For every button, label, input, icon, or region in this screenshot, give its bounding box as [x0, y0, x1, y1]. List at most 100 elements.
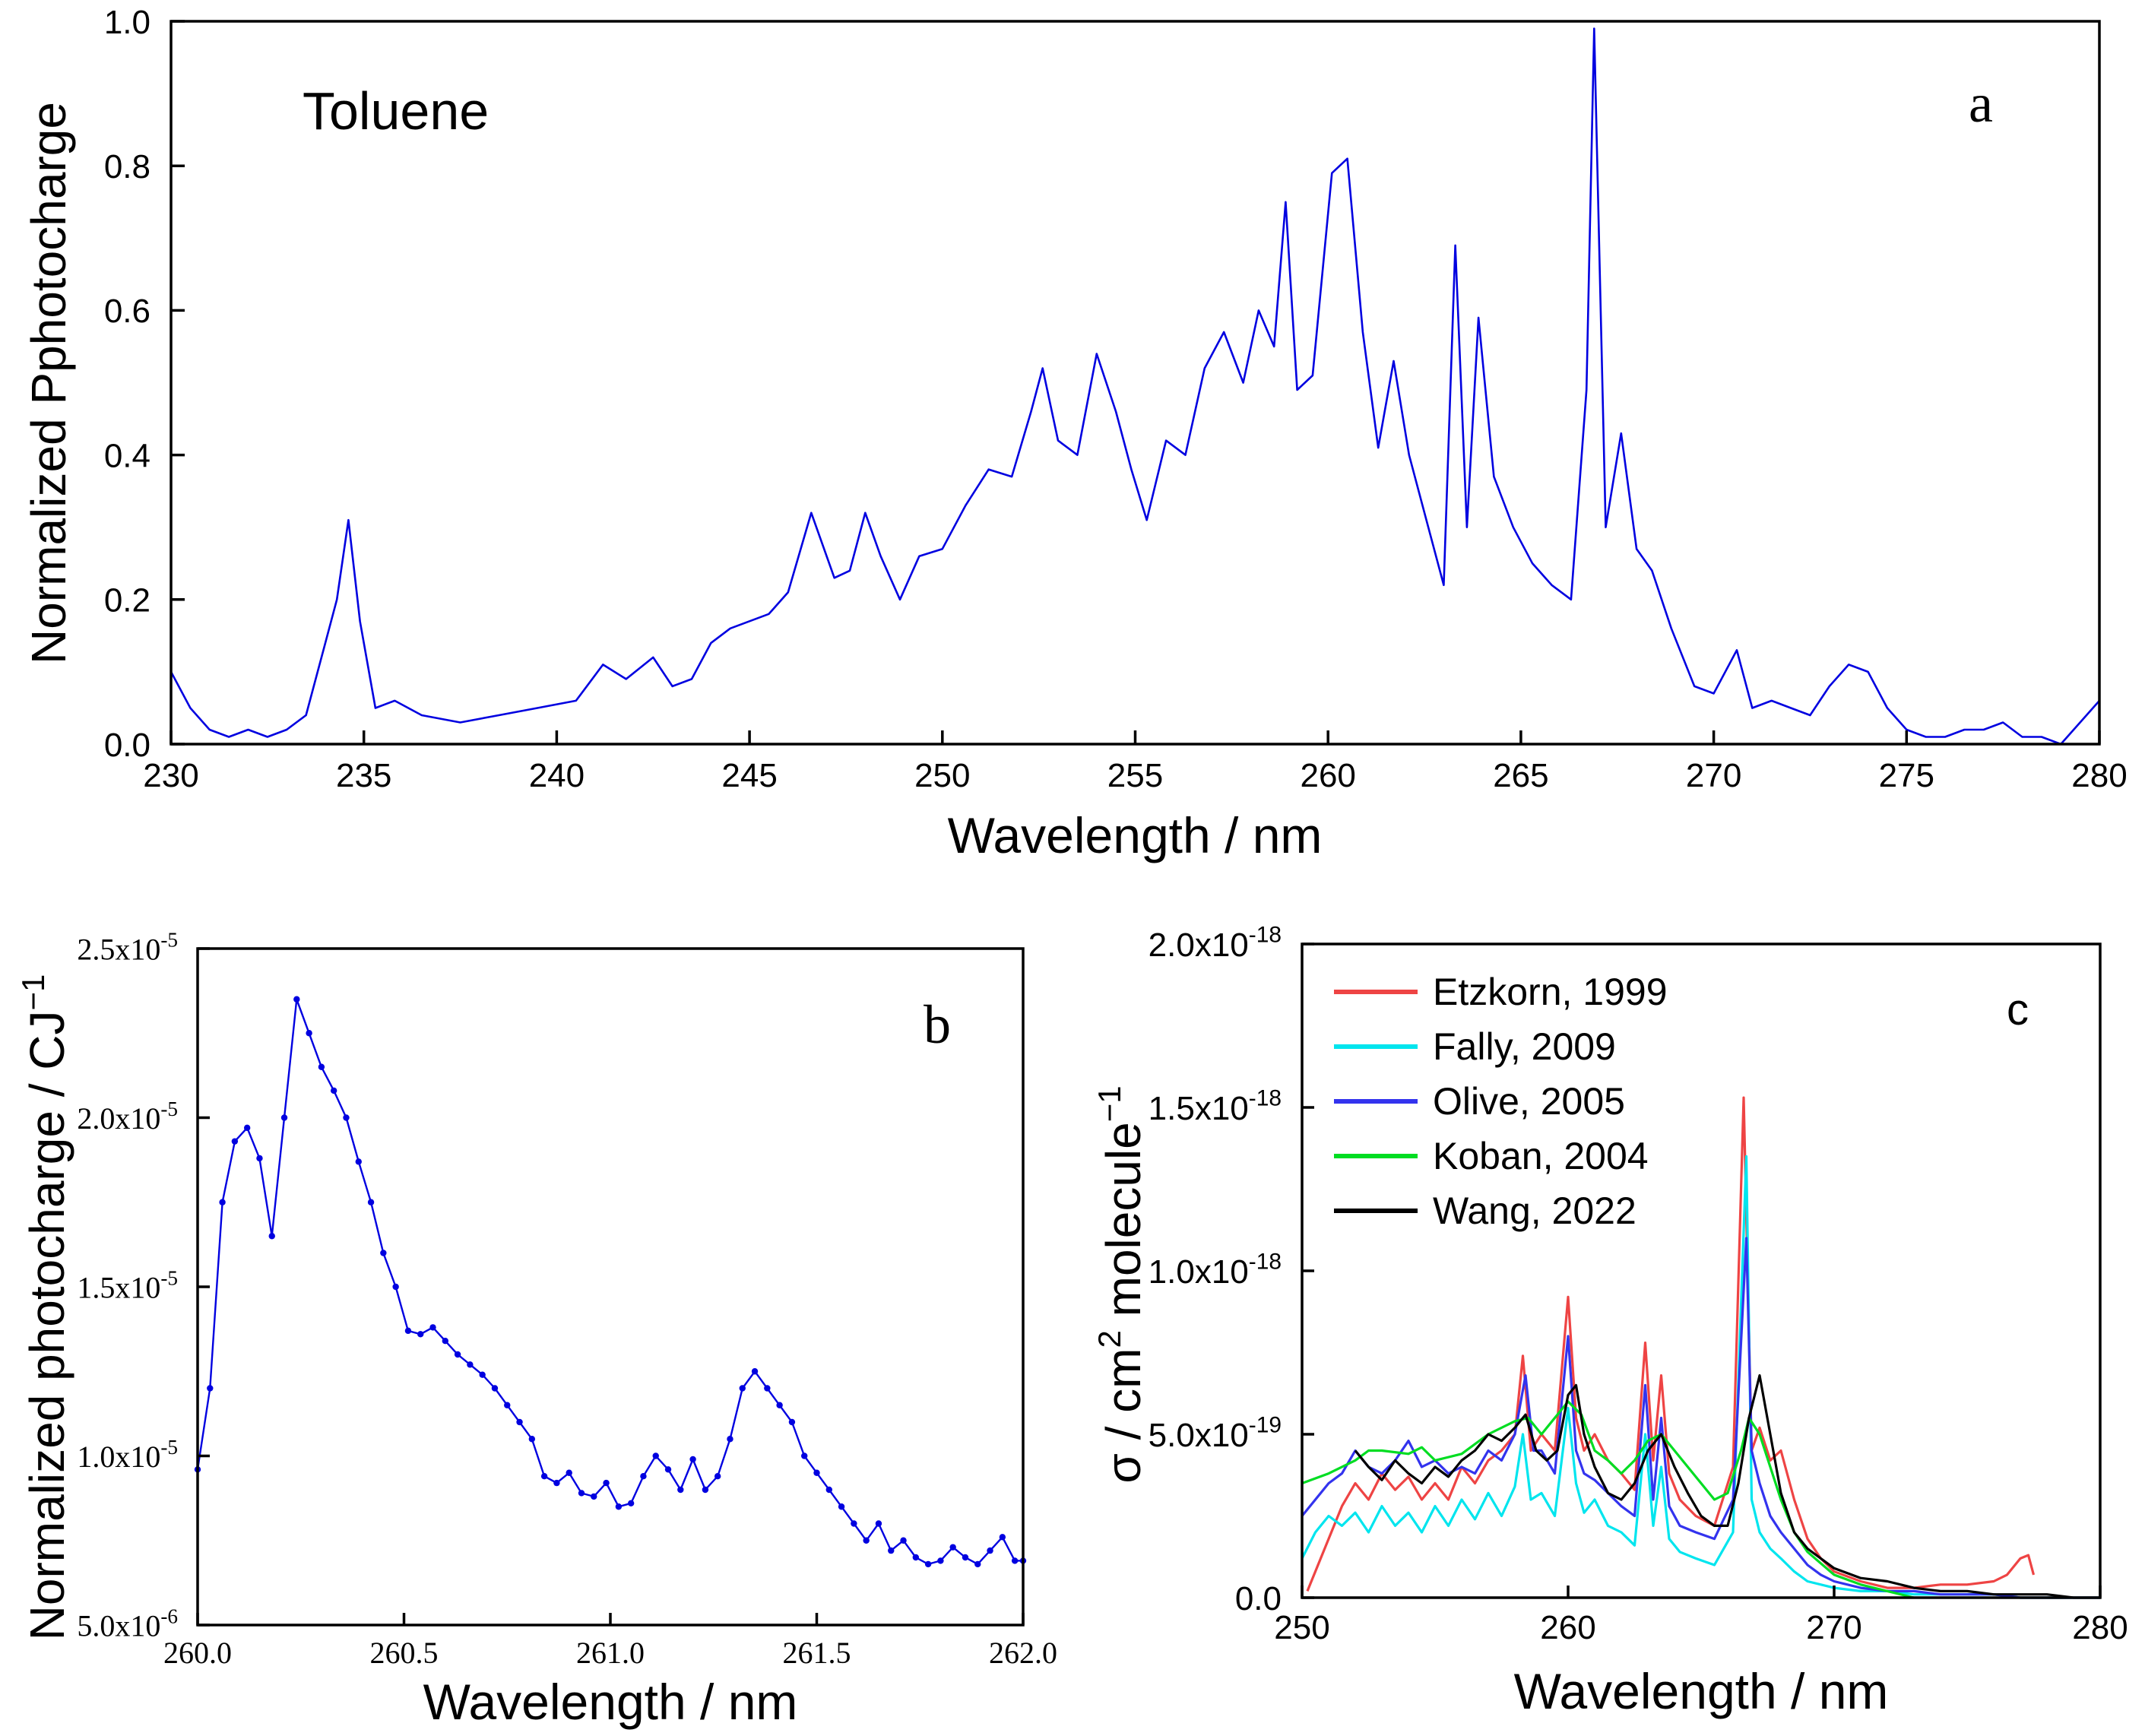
panel-b-data-point [813, 1469, 820, 1476]
panel-b-x-tick-label: 260.5 [370, 1636, 439, 1670]
panel-b-data-point [467, 1361, 474, 1368]
panel-b-x-tick-label: 261.0 [576, 1636, 645, 1670]
panel-c-plot-area [1301, 1096, 2100, 1599]
panel-b-data-point [578, 1490, 585, 1497]
panel-b: 260.0 260.5 261.0 261.5 262.0 5.0x10-6 1.0x10-… [15, 929, 1057, 1730]
panel-b-data-point [380, 1250, 387, 1256]
panel-b-x-tick-label: 261.5 [783, 1636, 851, 1670]
panel-b-data-point [343, 1114, 350, 1121]
panel-b-data-point [999, 1534, 1006, 1541]
panel-b-data-point [912, 1554, 920, 1561]
panel-c-y-tick-label: 2.0x10-18 [1149, 922, 1282, 963]
panel-b-y-tick-label: 1.0x10-5 [77, 1436, 178, 1474]
panel-b-data-point [714, 1473, 721, 1480]
panel-b-data-point [801, 1452, 808, 1459]
panel-a-label: a [1969, 73, 1993, 134]
panel-b-y-tick-label: 2.5x10-5 [77, 929, 178, 967]
panel-b-data-point [566, 1469, 572, 1476]
panel-b-data-point [788, 1418, 796, 1426]
legend-label-wang-2022: Wang, 2022 [1433, 1190, 1636, 1232]
panel-b-data-point [764, 1385, 771, 1392]
panel-b-series-photocharge [196, 998, 1023, 1566]
panel-b-data-point [367, 1199, 375, 1205]
panel-a-y-tick-label: 0.6 [104, 293, 150, 330]
panel-b-data-point [553, 1479, 560, 1487]
panel-b-data-point [739, 1385, 746, 1392]
panel-b-plot-area [194, 996, 1027, 1568]
panel-a-x-tick-label: 260 [1300, 757, 1355, 794]
panel-b-data-point [454, 1351, 461, 1358]
panel-a-x-tick-label: 280 [2071, 757, 2127, 794]
panel-b-data-point [392, 1283, 399, 1291]
panel-a-y-axis-label: Normalized Pphotocharge [21, 102, 76, 664]
panel-a-y-tick-label: 1.0 [104, 4, 150, 41]
panel-b-data-point [677, 1486, 684, 1494]
panel-c: 250 260 270 280 0.0 5.0x10-19 1.0x10-18 1.5x10-… [1092, 922, 2128, 1719]
panel-a-x-tick-label: 255 [1107, 757, 1163, 794]
panel-c-y-axis-label-part-1: σ / cm [1096, 1348, 1151, 1484]
panel-a-plot-area [170, 27, 2100, 746]
panel-b-axis-ticks: 260.0 260.5 261.0 261.5 262.0 5.0x10-6 1.0x10-… [77, 929, 1057, 1670]
panel-b-data-point [243, 1124, 251, 1132]
panel-a-axis-ticks: 230 235 240 245 250 255 260 265 270 275 280 0.0 0.2 0… [104, 4, 2128, 794]
panel-b-y-axis-label: Normalized photocharge / CJ−1 [15, 974, 74, 1641]
panel-c-x-tick-label: 270 [1806, 1609, 1861, 1646]
panel-b-data-point [491, 1385, 499, 1392]
panel-b-data-point [293, 996, 300, 1003]
panel-a-x-tick-label: 275 [1879, 757, 1934, 794]
panel-c-y-tick-label: 5.0x10-19 [1149, 1412, 1282, 1453]
panel-b-data-point [591, 1493, 597, 1500]
panel-a-y-tick-label: 0.4 [104, 437, 150, 474]
panel-b-data-point [540, 1473, 548, 1480]
panel-b-data-point [974, 1560, 981, 1568]
panel-b-data-point [330, 1087, 337, 1095]
panel-a-y-tick-label: 0.2 [104, 582, 150, 619]
panel-b-data-point [924, 1560, 932, 1568]
panel-b-y-tick-label: 5.0x10-6 [77, 1605, 178, 1643]
panel-b-data-point [863, 1537, 870, 1544]
panel-a-x-tick-label: 270 [1686, 757, 1741, 794]
panel-a-y-tick-label: 0.0 [104, 727, 150, 764]
panel-a-y-tick-label: 0.8 [104, 148, 150, 185]
panel-b-data-point [528, 1436, 536, 1443]
panel-b-data-point [306, 1030, 312, 1037]
panel-b-data-point [442, 1338, 448, 1345]
panel-b-data-point [231, 1138, 239, 1145]
panel-c-label: c [2007, 985, 2029, 1034]
panel-b-data-point [504, 1402, 511, 1408]
panel-b-data-point [479, 1371, 486, 1378]
panel-c-y-axis-label: σ / cm2 molecule−1 [1092, 1085, 1151, 1483]
panel-b-data-point [404, 1327, 412, 1335]
panel-b-data-point [875, 1520, 882, 1527]
panel-b-y-axis-label-text: Normalized photocharge / CJ [20, 1011, 74, 1641]
panel-c-y-tick-label: 0.0 [1235, 1580, 1282, 1617]
panel-b-data-point [627, 1500, 635, 1507]
panel-b-data-point [280, 1114, 288, 1121]
panel-b-data-point [640, 1473, 647, 1480]
panel-b-data-point [429, 1324, 436, 1331]
panel-b-data-point [937, 1557, 944, 1564]
panel-a-annotation-toluene: Toluene [303, 81, 489, 141]
legend-label-koban-2004: Koban, 2004 [1433, 1135, 1649, 1177]
panel-b-data-point [652, 1452, 659, 1459]
panel-c-axis-ticks: 250 260 270 280 0.0 5.0x10-19 1.0x10-18 1.5x10-… [1149, 922, 2128, 1646]
panel-c-series-olive-2005 [1301, 1237, 2100, 1599]
panel-b-data-point [776, 1402, 783, 1408]
panel-b-data-point [318, 1063, 325, 1070]
panel-b-data-point [219, 1199, 226, 1205]
panel-c-y-axis-label-sup-1: 2 [1092, 1330, 1127, 1348]
panel-b-data-point [727, 1436, 733, 1443]
panel-a-x-tick-label: 250 [914, 757, 970, 794]
panel-a-x-axis-label: Wavelength / nm [948, 807, 1323, 863]
panel-c-y-tick-label: 1.0x10-18 [1149, 1249, 1282, 1290]
panel-b-data-point [825, 1486, 832, 1494]
panel-b-data-point [207, 1385, 214, 1392]
panel-c-x-tick-label: 280 [2072, 1609, 2128, 1646]
panel-b-data-point [949, 1544, 956, 1551]
legend-label-etzkorn-1999: Etzkorn, 1999 [1433, 971, 1668, 1013]
panel-b-x-tick-label: 262.0 [989, 1636, 1057, 1670]
panel-b-data-point [987, 1547, 993, 1554]
panel-b-label: b [924, 994, 951, 1055]
panel-b-data-point [851, 1520, 857, 1527]
